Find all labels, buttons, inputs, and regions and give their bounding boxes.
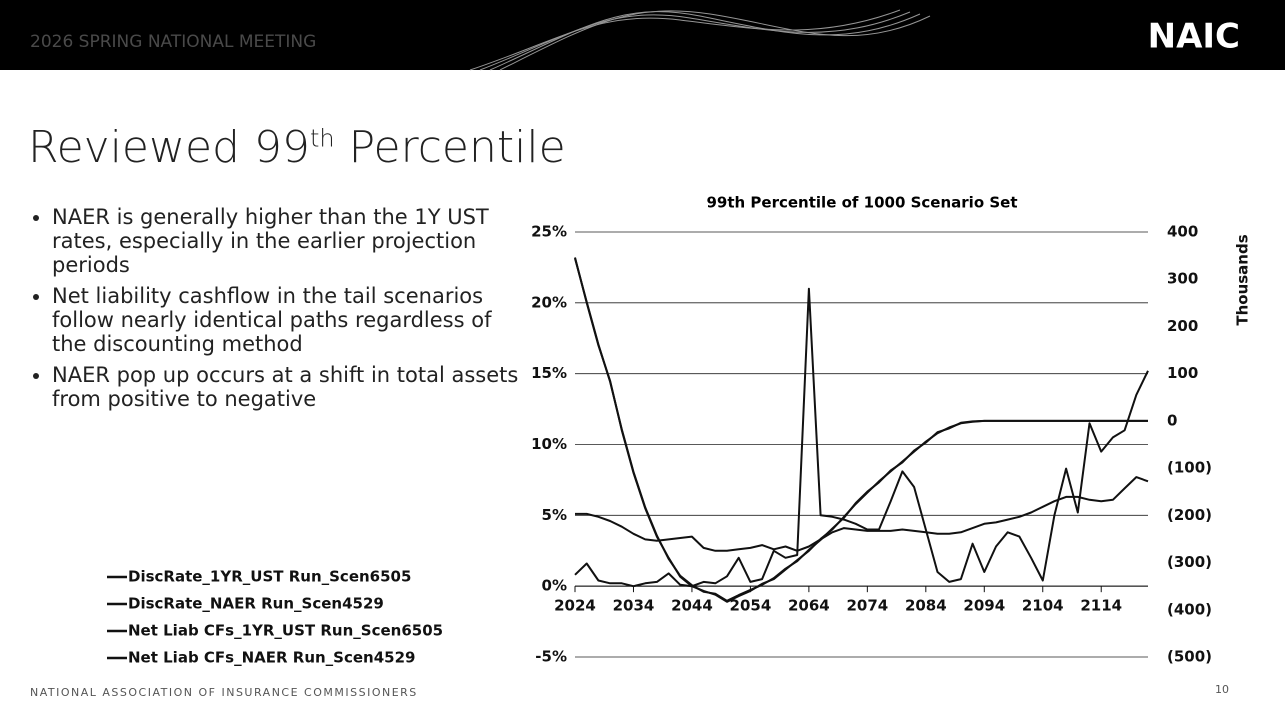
y2-tick-label: 200 (1167, 317, 1198, 335)
y2-tick-label: 300 (1167, 270, 1198, 288)
legend-label: DiscRate_NAER Run_Scen4529 (128, 595, 384, 613)
y2-tick-label: 400 (1167, 223, 1198, 241)
series-line (575, 476, 1149, 552)
bullet: NAER pop up occurs at a shift in total a… (52, 363, 522, 411)
title-sup: th (309, 124, 335, 153)
y2-tick-label: (300) (1167, 553, 1212, 571)
x-tick-label: 2044 (671, 597, 713, 615)
legend-label: DiscRate_1YR_UST Run_Scen6505 (128, 568, 411, 586)
y-tick-label: 25% (531, 223, 567, 241)
x-tick-label: 2054 (730, 597, 772, 615)
y-tick-label: 20% (531, 293, 567, 311)
y2-tick-label: (200) (1167, 506, 1212, 524)
footer-org: NATIONAL ASSOCIATION OF INSURANCE COMMIS… (30, 686, 418, 699)
x-tick-label: 2034 (613, 597, 655, 615)
x-tick-label: 2114 (1080, 597, 1122, 615)
logo: NAIC (1148, 17, 1240, 57)
y-tick-label: 10% (531, 435, 567, 453)
x-tick-label: 2084 (905, 597, 947, 615)
x-tick-label: 2104 (1022, 597, 1064, 615)
series-line (574, 258, 1148, 602)
series-line (574, 257, 1148, 603)
legend-label: Net Liab CFs_1YR_UST Run_Scen6505 (128, 622, 443, 640)
x-tick-label: 2094 (963, 597, 1005, 615)
y2-tick-label: 0 (1167, 411, 1177, 429)
x-tick-label: 2074 (846, 597, 888, 615)
meeting-name: 2026 SPRING NATIONAL MEETING (30, 32, 316, 52)
series-line (574, 287, 1149, 588)
y2-tick-label: (400) (1167, 600, 1212, 618)
y2-tick-label: (100) (1167, 459, 1212, 477)
legend-label: Net Liab CFs_NAER Run_Scen4529 (128, 649, 415, 667)
bullet-list: NAER is generally higher than the 1Y UST… (30, 205, 522, 418)
x-tick-label: 2024 (554, 597, 596, 615)
title-rest: Percentile (334, 122, 566, 173)
y-tick-label: 0% (542, 577, 567, 595)
page-number: 10 (1215, 683, 1229, 696)
y-tick-label: 5% (542, 506, 567, 524)
header-wave (469, 9, 931, 71)
x-tick-label: 2064 (788, 597, 830, 615)
bullet: NAER is generally higher than the 1Y UST… (52, 205, 522, 277)
bullet: Net liability cashflow in the tail scena… (52, 284, 522, 356)
y2-tick-label: (500) (1167, 648, 1212, 666)
y2-tick-label: 100 (1167, 364, 1198, 382)
chart-title: 99th Percentile of 1000 Scenario Set (706, 194, 1017, 212)
title-main: Reviewed 99 (28, 122, 310, 173)
y-tick-label: 15% (531, 364, 567, 382)
header-bar (0, 0, 1285, 70)
y-tick-label: -5% (535, 648, 567, 666)
slide-title: Reviewed 99th Percentile (28, 122, 566, 173)
y2-axis-title: Thousands (1234, 234, 1252, 325)
